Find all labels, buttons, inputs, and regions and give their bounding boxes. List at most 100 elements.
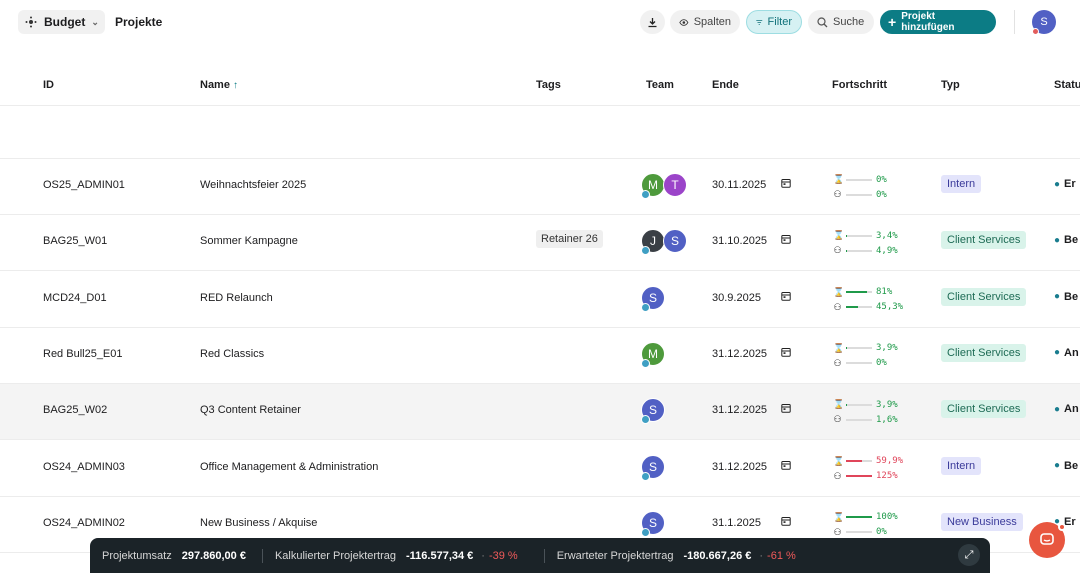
column-header-tags[interactable]: Tags xyxy=(536,79,561,91)
hourglass-icon: ⌛ xyxy=(833,230,845,241)
calendar-icon[interactable] xyxy=(781,516,791,529)
status-icon: ● xyxy=(1054,347,1061,359)
search-icon xyxy=(817,16,828,27)
type-badge[interactable]: Client Services xyxy=(941,287,1027,306)
column-header-status[interactable]: Statu xyxy=(1054,79,1080,91)
project-name[interactable]: New Business / Akquise xyxy=(200,516,318,529)
column-header-team[interactable]: Team xyxy=(646,79,674,91)
status-label: Be xyxy=(1064,459,1079,472)
expected-value: -180.667,26 € xyxy=(683,549,752,562)
time-progress-fill xyxy=(846,516,872,519)
status[interactable]: ● Er xyxy=(1054,178,1076,190)
progress: ⌛ 3,9% ⚇ 1,6% xyxy=(833,397,898,427)
time-progress: ⌛ 0% xyxy=(833,172,887,187)
add-project-label: Projekt hinzufügen xyxy=(901,11,955,33)
avatar[interactable]: T xyxy=(663,173,687,197)
add-project-button[interactable]: + Projekt hinzufügen xyxy=(880,10,996,34)
time-progress-value: 59,9% xyxy=(876,456,904,466)
tag-badge[interactable]: Retainer 26 xyxy=(536,230,603,249)
type-badge[interactable]: Client Services xyxy=(941,231,1027,250)
avatar[interactable]: S xyxy=(641,510,665,537)
project-name[interactable]: Red Classics xyxy=(200,347,265,360)
table-row[interactable]: Red Bull25_E01 Red Classics M 31.12.2025 ⌛ 3,… xyxy=(0,328,1080,384)
budget-progress-value: 0% xyxy=(876,189,887,200)
avatar[interactable]: S xyxy=(663,229,687,254)
columns-button[interactable]: Spalten xyxy=(670,10,740,34)
type-badge[interactable]: New Business xyxy=(941,512,1023,531)
calendar-icon[interactable] xyxy=(781,403,791,416)
person-icon: ⚇ xyxy=(833,470,842,481)
table-row[interactable]: BAG25_W01 Sommer Kampagne Retainer 26 J S 31.… xyxy=(0,215,1080,272)
time-progress-bar xyxy=(846,460,872,462)
time-progress-fill xyxy=(846,347,847,350)
end-date: 30.11.2025 xyxy=(712,179,767,191)
budget-progress-bar xyxy=(846,193,872,196)
progress: ⌛ 81% ⚇ 45,3% xyxy=(833,285,903,315)
time-progress-fill xyxy=(846,234,847,237)
expand-icon[interactable]: ⤢ xyxy=(958,544,980,566)
project-id: Red Bull25_E01 xyxy=(43,347,123,360)
status[interactable]: ● Er xyxy=(1054,516,1076,528)
progress: ⌛ 3,4% ⚇ 4,9% xyxy=(833,228,898,258)
budget-progress-fill xyxy=(846,475,872,477)
avatar[interactable]: S xyxy=(641,398,665,425)
status-icon: ● xyxy=(1054,178,1061,190)
status[interactable]: ● An xyxy=(1054,347,1079,359)
project-name[interactable]: RED Relaunch xyxy=(200,291,273,304)
type-badge[interactable]: Client Services xyxy=(941,343,1027,362)
column-header-end[interactable]: Ende xyxy=(712,79,739,91)
filter-button[interactable]: Filter xyxy=(746,10,802,34)
notification-badge xyxy=(1032,28,1039,35)
avatar[interactable]: J xyxy=(641,229,665,256)
table-row[interactable]: BAG25_W02 Q3 Content Retainer S 31.12.2025 ⌛… xyxy=(0,384,1080,441)
calendar-icon[interactable] xyxy=(781,178,791,191)
download-icon xyxy=(648,17,657,27)
type-badge[interactable]: Intern xyxy=(941,175,982,193)
status[interactable]: ● An xyxy=(1054,403,1079,415)
status[interactable]: ● Be xyxy=(1054,291,1078,303)
app-switcher[interactable]: Budget ⌄ xyxy=(18,10,105,34)
avatar-initial: T xyxy=(671,178,679,192)
revenue-value: 297.860,00 € xyxy=(181,549,246,562)
project-id: BAG25_W01 xyxy=(43,235,108,248)
avatar[interactable]: S xyxy=(641,454,665,481)
column-header-name[interactable]: Name ↑ xyxy=(200,79,238,91)
revenue-label: Projektumsatz xyxy=(102,549,172,562)
budget-progress: ⚇ 0% xyxy=(833,525,898,540)
user-avatar[interactable]: S xyxy=(1032,10,1056,35)
calendar-icon[interactable] xyxy=(781,460,791,473)
budget-progress-bar xyxy=(846,306,872,309)
project-name[interactable]: Office Management & Administration xyxy=(200,460,379,473)
budget-progress-value: 0% xyxy=(876,358,887,369)
time-progress: ⌛ 59,9% xyxy=(833,454,903,469)
summary-bar: Projektumsatz 297.860,00 € Kalkulierter … xyxy=(90,538,990,573)
column-header-progress[interactable]: Fortschritt xyxy=(832,79,887,91)
calendar-icon[interactable] xyxy=(781,291,791,304)
calendar-icon[interactable] xyxy=(781,347,791,360)
budget-progress: ⚇ 45,3% xyxy=(833,300,903,315)
type-badge[interactable]: Intern xyxy=(941,456,982,475)
time-progress-fill xyxy=(846,291,867,294)
budget-progress-value: 0% xyxy=(876,527,887,538)
download-button[interactable] xyxy=(640,10,665,34)
project-name[interactable]: Q3 Content Retainer xyxy=(200,404,301,417)
table-row[interactable]: OS25_ADMIN01 Weihnachtsfeier 2025 M T 30.11.… xyxy=(0,159,1080,215)
project-name[interactable]: Weihnachtsfeier 2025 xyxy=(200,179,307,191)
type-badge[interactable]: Client Services xyxy=(941,400,1027,419)
hourglass-icon: ⌛ xyxy=(833,455,845,466)
search-button[interactable]: Suche xyxy=(808,10,874,34)
avatar[interactable]: M xyxy=(641,341,665,368)
calc-value: -116.577,34 € xyxy=(406,549,474,562)
table-row[interactable]: MCD24_D01 RED Relaunch S 30.9.2025 ⌛ 81% ⚇ 45,3… xyxy=(0,272,1080,328)
column-header-id[interactable]: ID xyxy=(43,79,54,91)
chat-button[interactable] xyxy=(1029,522,1066,558)
avatar[interactable]: M xyxy=(641,173,665,199)
avatar[interactable]: S xyxy=(641,285,665,312)
project-name[interactable]: Sommer Kampagne xyxy=(200,235,298,248)
status[interactable]: ● Be xyxy=(1054,460,1078,472)
calendar-icon[interactable] xyxy=(781,234,791,247)
status[interactable]: ● Be xyxy=(1054,234,1078,246)
columns-label: Spalten xyxy=(693,16,731,28)
column-header-type[interactable]: Typ xyxy=(941,79,960,91)
table-row[interactable]: OS24_ADMIN03 Office Management & Administ… xyxy=(0,441,1080,497)
